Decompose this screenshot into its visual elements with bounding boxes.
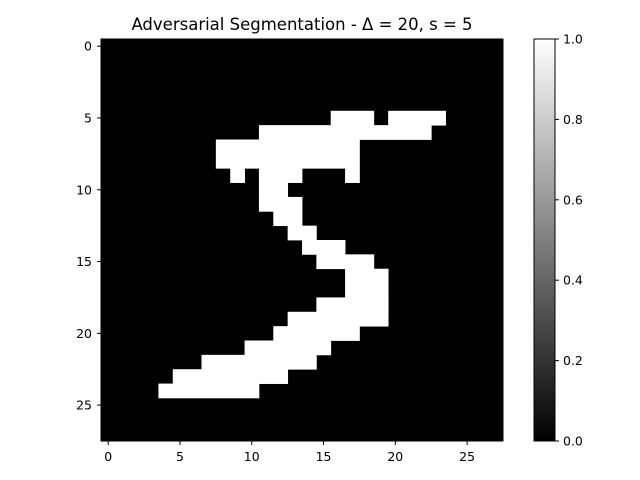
- colorbar-tick-label: 0.2: [563, 353, 583, 368]
- y-axis: 0 5 10 15 20 25: [76, 39, 101, 413]
- y-tick-label: 5: [84, 110, 92, 125]
- white-pixel-run: [258, 125, 432, 140]
- colorbar-tick-label: 1.0: [563, 32, 583, 47]
- white-pixel-run: [287, 225, 317, 241]
- white-pixel-run: [302, 240, 346, 255]
- colorbar-tick-label: 0.6: [563, 192, 583, 207]
- colorbar-tick-label: 0.8: [563, 112, 583, 127]
- x-tick-label: 5: [176, 449, 184, 464]
- colorbar-tick-label: 0.0: [563, 434, 583, 449]
- y-tick-label: 10: [76, 182, 92, 197]
- x-axis: 0 5 10 15 20 25: [104, 441, 475, 464]
- white-pixel-run: [172, 369, 289, 384]
- white-pixel-run: [316, 297, 389, 313]
- white-pixel-run: [316, 254, 375, 270]
- white-pixel-run: [388, 110, 446, 126]
- white-pixel-run: [244, 340, 332, 356]
- y-tick-label: 20: [76, 326, 92, 341]
- white-pixel-run: [215, 139, 360, 155]
- white-pixel-run: [345, 268, 389, 284]
- colorbar-bar: [533, 38, 556, 442]
- x-tick-label: 15: [316, 449, 332, 464]
- colorbar-tick-label: 0.4: [563, 273, 583, 288]
- white-pixel-run: [158, 383, 260, 399]
- colorbar: 0.0 0.2 0.4 0.6 0.8 1.0: [533, 32, 583, 449]
- white-pixel-run: [215, 153, 360, 169]
- x-tick-label: 10: [244, 449, 260, 464]
- x-tick-label: 0: [104, 449, 112, 464]
- white-pixel-run: [258, 168, 303, 183]
- white-pixel-run: [345, 168, 360, 183]
- image-frame: [100, 38, 504, 442]
- x-tick-label: 25: [459, 449, 475, 464]
- y-tick-label: 0: [84, 39, 92, 54]
- white-pixel-run: [258, 196, 303, 212]
- white-pixel-run: [330, 110, 375, 126]
- y-tick-label: 15: [76, 254, 92, 269]
- x-tick-label: 20: [387, 449, 403, 464]
- white-pixel-run: [273, 326, 360, 341]
- white-pixel-run: [345, 283, 389, 298]
- white-pixel-run: [230, 168, 245, 183]
- y-tick-label: 25: [76, 398, 92, 413]
- segmentation-image: [101, 39, 503, 441]
- white-pixel-run: [273, 211, 303, 227]
- white-pixel-run: [258, 182, 289, 198]
- chart-title: Adversarial Segmentation - Δ = 20, s = 5: [131, 15, 472, 34]
- white-pixel-run: [201, 354, 317, 370]
- white-pixel-run: [287, 311, 389, 327]
